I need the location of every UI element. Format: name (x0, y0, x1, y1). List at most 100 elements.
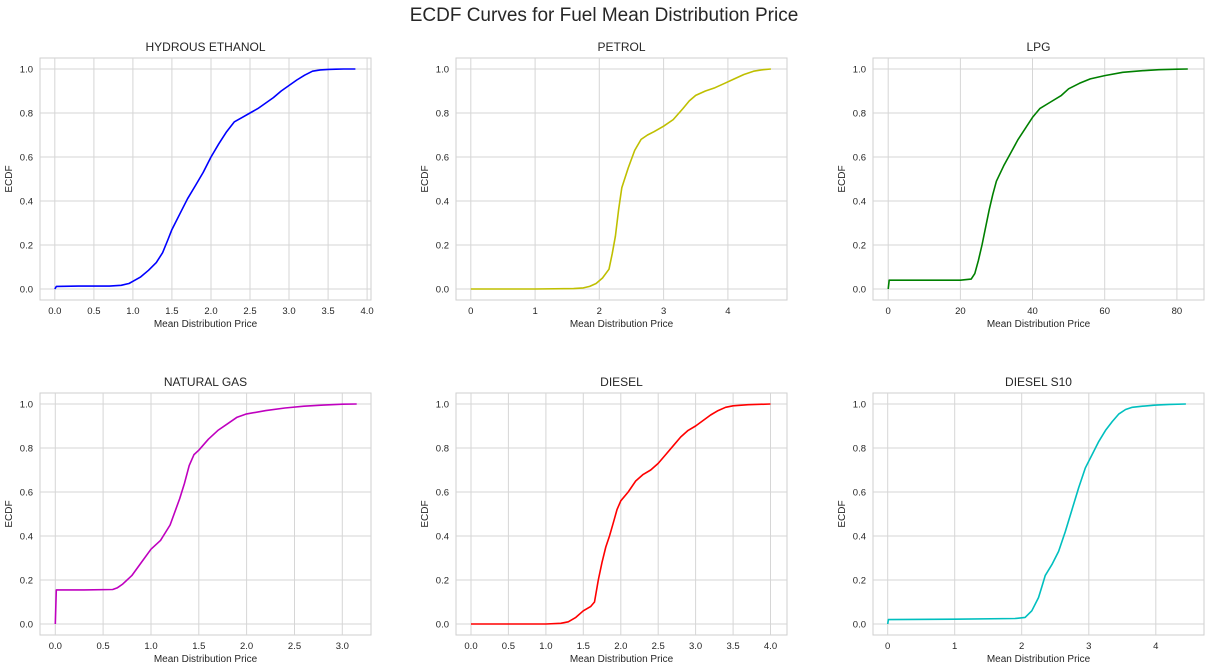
y-tick-label: 0.4 (20, 532, 33, 543)
plot-area (455, 57, 788, 301)
y-tick-label: 0.6 (20, 488, 33, 499)
x-tick-label: 2 (597, 306, 602, 317)
x-tick-label: 2.0 (204, 306, 217, 317)
x-axis-label: Mean Distribution Price (987, 319, 1091, 330)
x-tick-label: 60 (1099, 306, 1110, 317)
subplot-3: 0 20 40 60 80 0.0 0.2 0.4 0.6 0.8 1.0 LPG Mean Distr… (837, 40, 1205, 330)
plot-area (872, 392, 1205, 636)
y-tick-label: 0.0 (20, 285, 33, 296)
y-tick-label: 1.0 (853, 65, 866, 76)
ecdf-line (887, 68, 1188, 290)
y-axis-label: ECDF (4, 165, 15, 192)
y-tick-label: 1.0 (436, 65, 449, 76)
x-tick-label: 2.5 (288, 641, 301, 652)
x-tick-label: 0.0 (464, 641, 477, 652)
y-tick-label: 0.2 (436, 241, 449, 252)
y-tick-label: 0.8 (20, 444, 33, 455)
y-tick-label: 0.4 (853, 532, 866, 543)
x-tick-label: 40 (1027, 306, 1038, 317)
y-tick-label: 0.2 (853, 576, 866, 587)
x-tick-label: 0.0 (48, 306, 61, 317)
subplot-2: 0 1 2 3 4 0.0 0.2 0.4 0.6 0.8 1.0 PETROL Mean Distri… (420, 40, 788, 330)
y-tick-label: 0.4 (436, 532, 449, 543)
ecdf-line (54, 68, 356, 290)
y-tick-label: 0.8 (436, 109, 449, 120)
y-tick-label: 0.0 (436, 620, 449, 631)
x-tick-label: 4.0 (764, 641, 777, 652)
subplot-title: LPG (1026, 40, 1050, 54)
y-tick-label: 0.0 (20, 620, 33, 631)
x-tick-label: 1 (532, 306, 537, 317)
ecdf-line (471, 403, 771, 625)
x-tick-label: 2.5 (243, 306, 256, 317)
y-axis-label: ECDF (420, 165, 431, 192)
x-tick-label: 1.5 (192, 641, 205, 652)
x-tick-label: 3.0 (689, 641, 702, 652)
y-tick-label: 0.6 (436, 488, 449, 499)
plot-area (872, 57, 1205, 301)
x-tick-label: 0.5 (87, 306, 100, 317)
x-axis-label: Mean Distribution Price (570, 319, 674, 330)
y-tick-label: 0.8 (20, 109, 33, 120)
y-tick-label: 0.0 (436, 285, 449, 296)
subplot-title: HYDROUS ETHANOL (145, 40, 265, 54)
y-axis-label: ECDF (837, 165, 848, 192)
y-tick-label: 0.6 (853, 153, 866, 164)
y-tick-label: 0.6 (853, 488, 866, 499)
subplot-4: 0.0 0.5 1.0 1.5 2.0 2.5 3.0 0.0 0.2 0.4 0.6 0.8 1.0 N… (4, 375, 372, 665)
x-tick-label: 3.0 (336, 641, 349, 652)
x-tick-label: 1.0 (144, 641, 157, 652)
y-tick-label: 1.0 (20, 65, 33, 76)
x-tick-label: 4 (1153, 641, 1158, 652)
y-tick-label: 1.0 (853, 400, 866, 411)
y-tick-label: 0.4 (853, 197, 866, 208)
x-tick-label: 4.0 (360, 306, 373, 317)
y-tick-label: 0.0 (853, 620, 866, 631)
x-tick-label: 0.5 (96, 641, 109, 652)
x-tick-label: 0 (886, 306, 891, 317)
y-tick-label: 1.0 (20, 400, 33, 411)
x-tick-label: 3 (1086, 641, 1091, 652)
x-tick-label: 80 (1172, 306, 1183, 317)
y-tick-label: 0.2 (20, 576, 33, 587)
y-tick-label: 0.8 (853, 109, 866, 120)
x-tick-label: 1.0 (126, 306, 139, 317)
x-tick-label: 3.0 (282, 306, 295, 317)
x-tick-label: 2.5 (652, 641, 665, 652)
x-tick-label: 3 (661, 306, 666, 317)
x-tick-label: 1.5 (165, 306, 178, 317)
y-tick-label: 0.4 (20, 197, 33, 208)
x-tick-label: 1.0 (539, 641, 552, 652)
plot-area (455, 392, 788, 636)
x-axis-label: Mean Distribution Price (154, 654, 258, 665)
x-tick-label: 1.5 (577, 641, 590, 652)
subplot-title: NATURAL GAS (164, 375, 247, 389)
y-tick-label: 0.8 (853, 444, 866, 455)
x-axis-label: Mean Distribution Price (154, 319, 258, 330)
subplot-title: DIESEL (600, 375, 643, 389)
y-tick-label: 0.0 (853, 285, 866, 296)
plot-area (39, 57, 372, 301)
y-tick-label: 0.4 (436, 197, 449, 208)
x-tick-label: 4 (725, 306, 730, 317)
subplot-6: 0 1 2 3 4 0.0 0.2 0.4 0.6 0.8 1.0 DIESEL S10 Mean Di… (837, 375, 1205, 665)
y-axis-label: ECDF (837, 500, 848, 527)
y-axis-label: ECDF (420, 500, 431, 527)
x-tick-label: 0 (468, 306, 473, 317)
ecdf-line (54, 403, 357, 625)
x-tick-label: 0.5 (502, 641, 515, 652)
subplot-title: DIESEL S10 (1005, 375, 1072, 389)
x-tick-label: 3.5 (726, 641, 739, 652)
y-axis-label: ECDF (4, 500, 15, 527)
x-axis-label: Mean Distribution Price (987, 654, 1091, 665)
y-tick-label: 0.2 (436, 576, 449, 587)
y-tick-label: 1.0 (436, 400, 449, 411)
x-tick-label: 2.0 (240, 641, 253, 652)
x-tick-label: 3.5 (321, 306, 334, 317)
y-tick-label: 0.8 (436, 444, 449, 455)
ecdf-line (470, 68, 771, 290)
x-axis-label: Mean Distribution Price (570, 654, 674, 665)
plot-area (39, 392, 372, 636)
x-tick-label: 2 (1019, 641, 1024, 652)
